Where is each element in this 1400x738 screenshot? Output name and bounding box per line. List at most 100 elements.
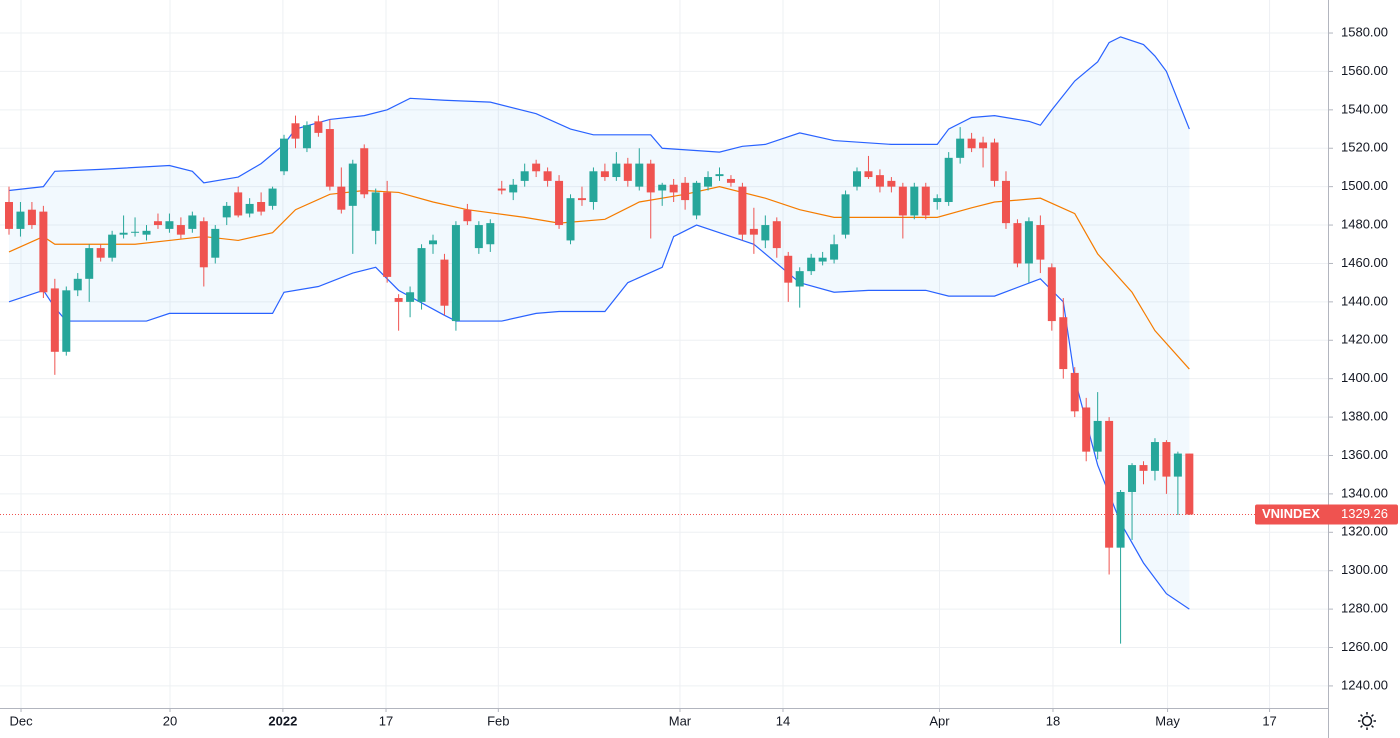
candle-body — [749, 228, 758, 235]
candle-body — [371, 192, 380, 231]
candle-body — [761, 225, 770, 241]
candle-body — [234, 192, 243, 216]
candle-body — [704, 177, 713, 187]
candle-body — [429, 240, 438, 245]
candle-body — [566, 198, 575, 241]
candle-body — [1001, 180, 1010, 224]
candle-body — [394, 298, 403, 302]
candle-body — [1128, 465, 1137, 492]
candle-body — [577, 198, 586, 201]
x-tick-label: Dec — [9, 713, 33, 728]
candle-body — [1116, 491, 1125, 548]
candle-body — [967, 138, 976, 149]
y-tick-label: 1260.00 — [1341, 639, 1388, 654]
x-tick-label: 17 — [379, 713, 393, 728]
candle-body — [1105, 420, 1114, 548]
y-tick-label: 1340.00 — [1341, 485, 1388, 500]
candle-body — [681, 182, 690, 201]
candle-body — [62, 290, 71, 352]
candle-body — [726, 178, 735, 183]
candle-body — [509, 184, 518, 193]
candle-body — [39, 211, 48, 293]
y-tick-label: 1400.00 — [1341, 370, 1388, 385]
candle-body — [1139, 465, 1148, 471]
candle-body — [772, 221, 781, 249]
y-tick-label: 1420.00 — [1341, 332, 1388, 347]
candle-body — [348, 163, 357, 206]
candle-body — [990, 142, 999, 181]
y-tick-label: 1540.00 — [1341, 101, 1388, 116]
candle-body — [302, 125, 311, 149]
candle-body — [658, 184, 667, 191]
x-tick-label: 18 — [1046, 713, 1060, 728]
candle-body — [142, 230, 151, 235]
settings-icon[interactable] — [1358, 712, 1376, 730]
candle-body — [520, 171, 529, 181]
candle-body — [1047, 267, 1056, 322]
candle-body — [451, 225, 460, 322]
candle-body — [532, 163, 541, 172]
candle-body — [864, 171, 873, 178]
candle-body — [875, 175, 884, 187]
candle-body — [807, 257, 816, 272]
band-line — [8, 36, 1190, 192]
x-tick-label: Mar — [669, 713, 692, 728]
x-tick-label: 17 — [1262, 713, 1276, 728]
candle-body — [119, 232, 128, 235]
candle-body — [27, 209, 36, 226]
candle-body — [85, 248, 94, 279]
x-tick-label: Apr — [929, 713, 950, 728]
candle-body — [360, 148, 369, 195]
candle-body — [199, 221, 208, 268]
y-tick-label: 1320.00 — [1341, 524, 1388, 539]
last-price-name: VNINDEX — [1262, 506, 1320, 521]
candle-body — [337, 186, 346, 210]
y-tick-label: 1500.00 — [1341, 178, 1388, 193]
candle-body — [1082, 407, 1091, 452]
candle-body — [417, 248, 426, 302]
candle-body — [635, 163, 644, 187]
candle-body — [383, 192, 392, 277]
y-tick-label: 1560.00 — [1341, 63, 1388, 78]
candle-body — [853, 171, 862, 187]
band-fill — [8, 36, 1190, 610]
candle-body — [612, 163, 621, 178]
candle-body — [96, 248, 105, 258]
candle-body — [1093, 420, 1102, 452]
x-tick-label: Feb — [487, 713, 509, 728]
candle-body — [944, 157, 953, 203]
candle-body — [818, 257, 827, 262]
candle-body — [50, 288, 59, 352]
candle-body — [268, 188, 277, 206]
candle-body — [887, 180, 896, 187]
candle-body — [784, 255, 793, 283]
candle-body — [555, 180, 564, 226]
plot — [0, 36, 1328, 644]
candle-body — [830, 244, 839, 260]
y-tick-label: 1520.00 — [1341, 140, 1388, 155]
axes: 1240.00 1260.00 1280.00 1300.00 1320.00 1340.… — [9, 24, 1398, 728]
candle-body — [921, 186, 930, 216]
candle-body — [1013, 223, 1022, 264]
candle-body — [1024, 221, 1033, 264]
candle-body — [153, 221, 162, 226]
candle-body — [898, 186, 907, 216]
candle-body — [1162, 442, 1171, 477]
candle-body — [933, 198, 942, 203]
candle-body — [669, 184, 678, 193]
candle-body — [165, 221, 174, 229]
y-tick-label: 1360.00 — [1341, 447, 1388, 462]
candle-body — [1185, 453, 1194, 515]
candle-body — [257, 202, 266, 212]
candle-body — [1036, 225, 1045, 260]
x-tick-label: 14 — [776, 713, 790, 728]
candle-body — [4, 202, 13, 229]
y-tick-label: 1380.00 — [1341, 409, 1388, 424]
candle-body — [188, 215, 197, 229]
candle-body — [623, 163, 632, 181]
candle-body — [222, 205, 231, 218]
candle-body — [486, 223, 495, 245]
candle-body — [463, 209, 472, 222]
